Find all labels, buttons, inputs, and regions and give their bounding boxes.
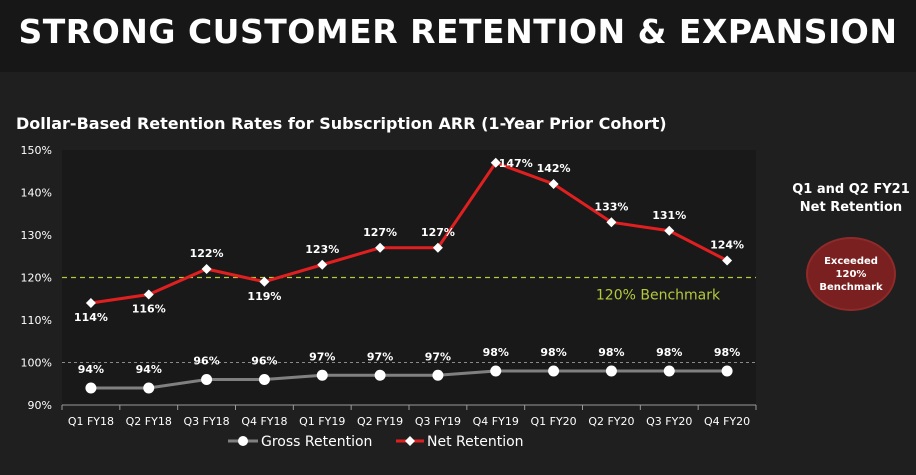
data-label-gross-retention: 98% — [656, 346, 682, 359]
data-point-gross-retention — [143, 382, 155, 394]
x-tick-label: Q4 FY20 — [704, 415, 750, 428]
chart-title: Dollar-Based Retention Rates for Subscri… — [16, 114, 667, 133]
data-label-net-retention: 127% — [421, 226, 455, 239]
y-tick-label: 140% — [21, 187, 52, 200]
data-label-gross-retention: 98% — [598, 346, 624, 359]
x-tick-label: Q3 FY19 — [415, 415, 461, 428]
data-point-gross-retention — [374, 369, 386, 381]
legend-label-gross-retention: Gross Retention — [261, 434, 372, 450]
data-point-gross-retention — [201, 374, 213, 385]
data-point-gross-retention — [548, 365, 560, 377]
data-label-net-retention: 131% — [652, 209, 686, 222]
y-tick-label: 130% — [21, 229, 52, 242]
data-point-gross-retention — [432, 369, 444, 381]
data-label-gross-retention: 94% — [78, 363, 104, 376]
data-label-net-retention: 124% — [710, 239, 744, 252]
data-point-net-retention — [722, 255, 733, 266]
data-point-gross-retention — [605, 365, 617, 377]
series-line-gross-retention — [90, 369, 728, 390]
y-tick-label: 100% — [21, 357, 52, 370]
data-label-gross-retention: 97% — [309, 350, 335, 363]
data-label-net-retention: 142% — [537, 162, 571, 175]
data-point-gross-retention — [258, 374, 270, 385]
header-band — [0, 0, 916, 72]
data-point-gross-retention — [721, 365, 733, 377]
y-tick-label: 150% — [21, 144, 52, 157]
data-point-net-retention — [317, 259, 328, 270]
y-tick-label: 110% — [21, 314, 52, 327]
x-tick-label: Q2 FY18 — [126, 415, 172, 428]
data-label-gross-retention: 97% — [425, 350, 451, 363]
x-tick-label: Q3 FY20 — [646, 415, 692, 428]
data-label-net-retention: 133% — [594, 200, 628, 213]
data-label-net-retention: 122% — [190, 247, 224, 260]
data-point-gross-retention — [85, 382, 97, 394]
y-tick-label: 120% — [21, 272, 52, 285]
data-label-gross-retention: 98% — [714, 346, 740, 359]
x-tick-label: Q3 FY18 — [183, 415, 229, 428]
page-title: STRONG CUSTOMER RETENTION & EXPANSION — [18, 12, 898, 51]
reference-line-label: 120% Benchmark — [596, 288, 721, 304]
x-tick-label: Q1 FY20 — [530, 415, 576, 428]
data-point-net-retention — [201, 264, 212, 274]
benchmark-badge-text: Exceeded 120% Benchmark — [819, 255, 883, 293]
data-label-net-retention: 127% — [363, 226, 397, 239]
series-line-net-retention — [90, 160, 728, 305]
data-label-gross-retention: 98% — [540, 346, 566, 359]
data-point-net-retention — [259, 276, 270, 287]
data-point-gross-retention — [663, 365, 675, 377]
data-point-gross-retention — [316, 369, 328, 381]
x-tick-label: Q1 FY18 — [68, 415, 114, 428]
data-label-gross-retention: 96% — [193, 355, 219, 368]
data-point-net-retention — [143, 289, 154, 300]
data-label-net-retention: 114% — [74, 311, 108, 324]
data-label-gross-retention: 96% — [251, 355, 277, 368]
legend-marker-net-retention — [405, 436, 415, 446]
side-note-title: Q1 and Q2 FY21 Net Retention — [792, 182, 910, 215]
data-label-net-retention: 123% — [305, 243, 339, 256]
data-label-gross-retention: 97% — [367, 350, 393, 363]
x-tick-label: Q1 FY19 — [299, 415, 345, 428]
legend-label-net-retention: Net Retention — [427, 434, 524, 450]
data-point-net-retention — [490, 157, 501, 168]
y-tick-label: 90% — [28, 399, 52, 412]
data-label-net-retention: 119% — [247, 290, 281, 303]
data-label-net-retention: 147% — [499, 157, 533, 170]
data-point-net-retention — [606, 217, 617, 228]
data-point-net-retention — [548, 179, 559, 189]
data-label-gross-retention: 98% — [483, 346, 509, 359]
data-point-net-retention — [664, 225, 675, 236]
x-tick-label: Q2 FY19 — [357, 415, 403, 428]
data-point-net-retention — [432, 242, 443, 253]
data-point-net-retention — [375, 242, 386, 253]
x-tick-label: Q4 FY19 — [473, 415, 519, 428]
data-label-net-retention: 116% — [132, 303, 166, 316]
benchmark-badge: Exceeded 120% Benchmark — [806, 237, 896, 311]
legend-marker-gross-retention — [238, 436, 248, 446]
data-point-net-retention — [85, 298, 96, 308]
x-tick-label: Q4 FY18 — [241, 415, 287, 428]
data-point-gross-retention — [490, 365, 502, 377]
x-tick-label: Q2 FY20 — [588, 415, 634, 428]
data-label-gross-retention: 94% — [136, 363, 162, 376]
